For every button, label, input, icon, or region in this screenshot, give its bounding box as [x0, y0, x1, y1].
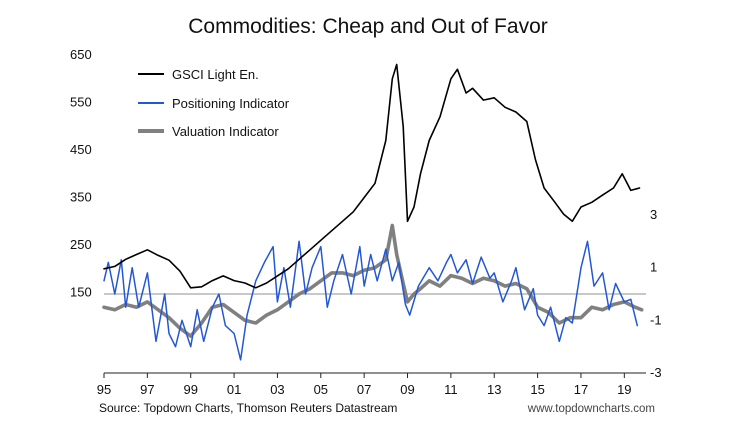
legend-label: Positioning Indicator	[172, 96, 290, 111]
x-axis-ticks: 95 97 99 01 03 05 07 09 11 13 15 17 19	[97, 373, 632, 397]
x-tick-label: 17	[574, 382, 588, 397]
right-tick-label: 1	[650, 260, 657, 275]
left-tick-label: 550	[70, 95, 92, 110]
x-tick-label: 99	[183, 382, 197, 397]
left-tick-label: 250	[70, 237, 92, 252]
x-tick-label: 19	[617, 382, 631, 397]
series-line-gsci-light-en	[103, 63, 641, 289]
series-group	[102, 63, 644, 361]
left-tick-label: 450	[70, 142, 92, 157]
legend: GSCI Light En. Positioning Indicator Valua…	[138, 67, 290, 139]
left-tick-label: 150	[70, 285, 92, 300]
x-tick-label: 01	[227, 382, 241, 397]
x-tick-label: 13	[487, 382, 501, 397]
series-line-valuation-indicator	[102, 223, 644, 338]
x-tick-label: 09	[400, 382, 414, 397]
series-line-positioning-indicator	[103, 240, 639, 361]
x-tick-label: 15	[530, 382, 544, 397]
x-tick-label: 97	[140, 382, 154, 397]
right-axis-ticks: 3 1 -1 -3	[650, 207, 662, 380]
x-tick-label: 05	[314, 382, 328, 397]
chart-title: Commodities: Cheap and Out of Favor	[188, 15, 548, 38]
right-tick-label: -1	[650, 312, 662, 327]
legend-label: Valuation Indicator	[172, 124, 279, 139]
left-tick-label: 650	[70, 47, 92, 62]
x-tick-label: 07	[357, 382, 371, 397]
source-note: Source: Topdown Charts, Thomson Reuters …	[99, 401, 397, 415]
right-tick-label: -3	[650, 365, 662, 380]
left-axis-ticks: 650 550 450 350 250 150	[70, 47, 92, 300]
legend-label: GSCI Light En.	[172, 67, 259, 82]
website-note: www.topdowncharts.com	[527, 403, 655, 415]
x-tick-label: 03	[270, 382, 284, 397]
right-tick-label: 3	[650, 207, 657, 222]
x-tick-label: 11	[444, 382, 458, 397]
left-tick-label: 350	[70, 190, 92, 205]
x-tick-label: 95	[97, 382, 111, 397]
